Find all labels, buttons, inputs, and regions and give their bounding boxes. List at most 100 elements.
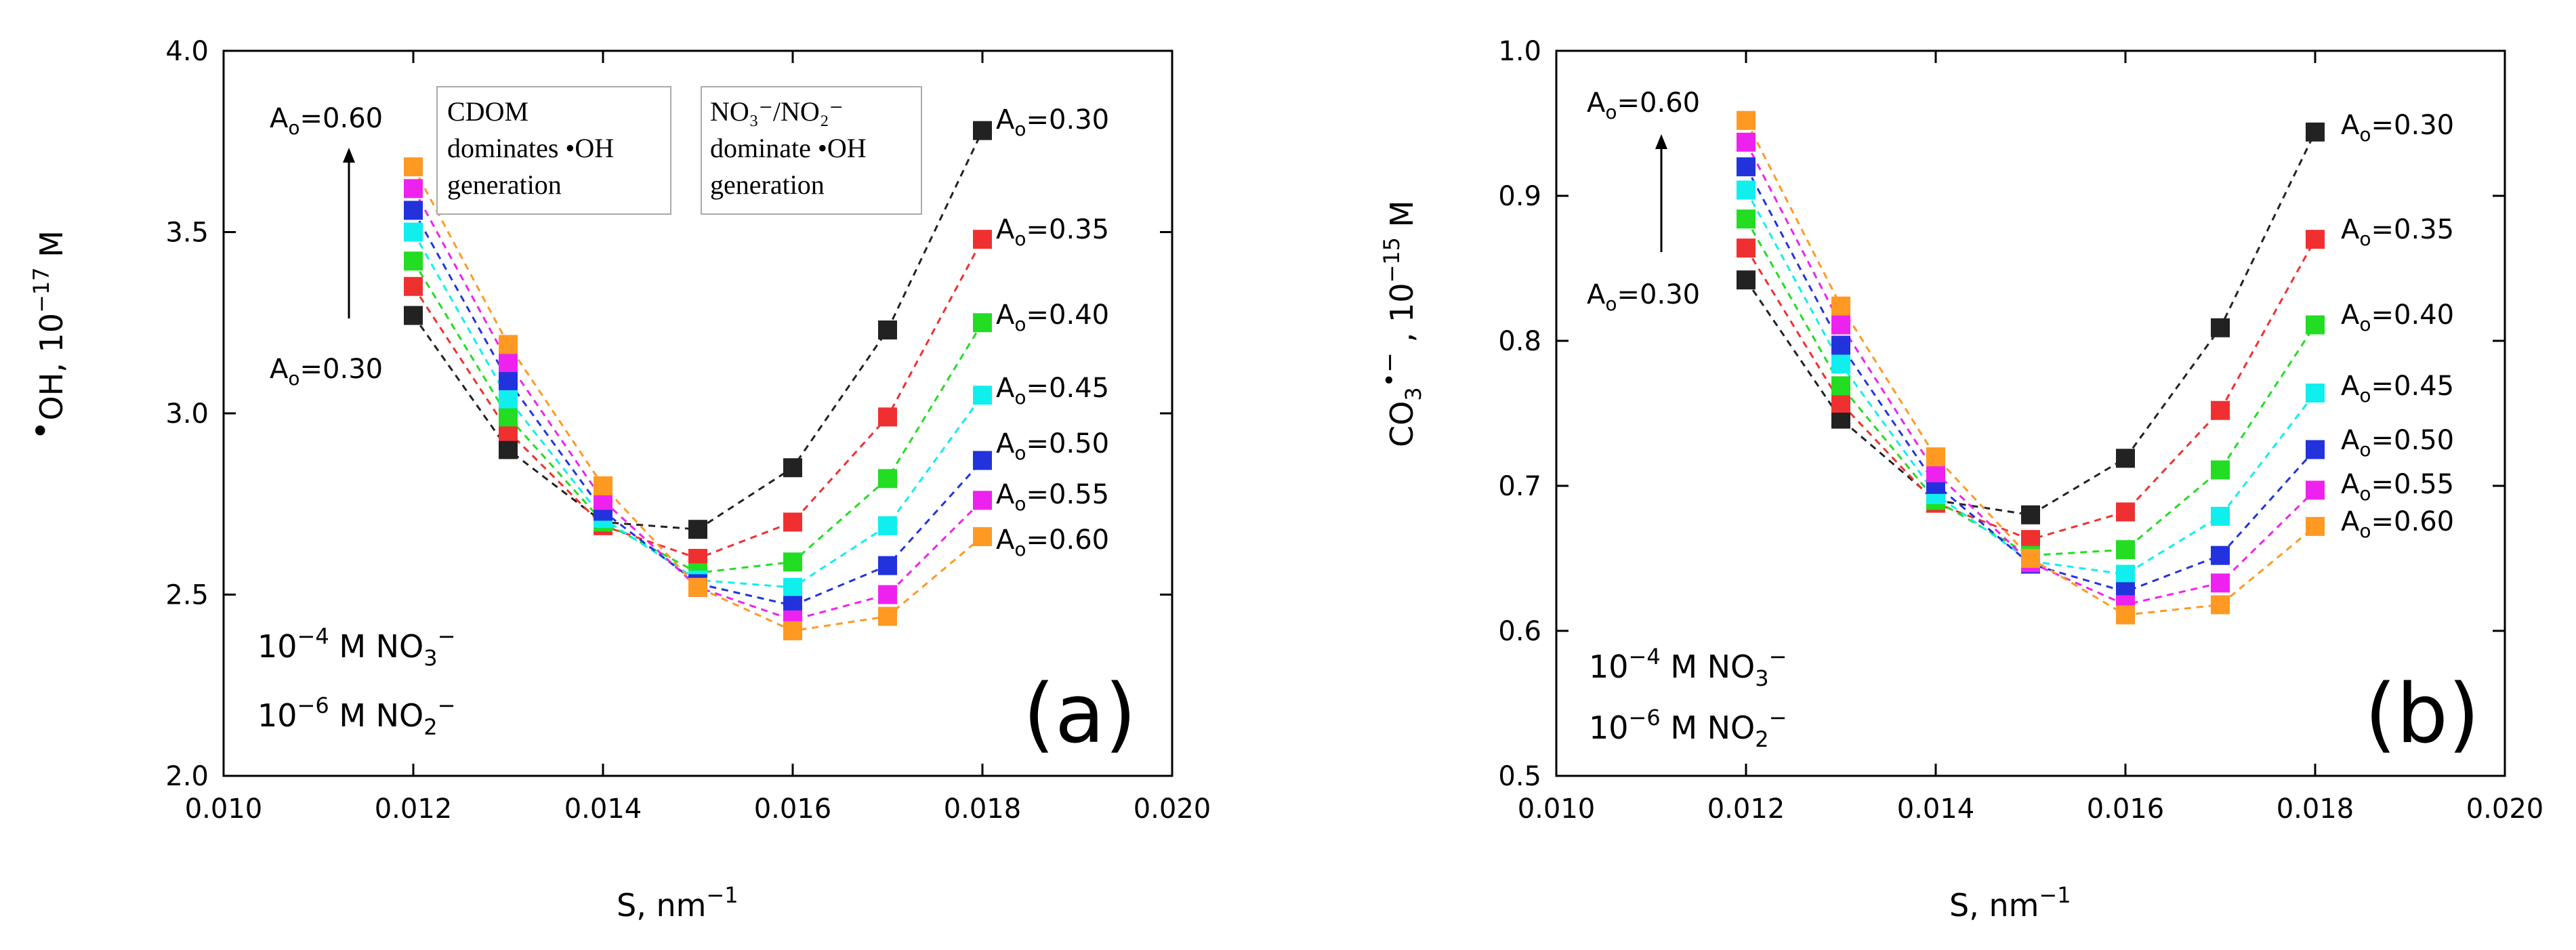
data-point <box>1831 376 1850 396</box>
y-tick-label: 0.7 <box>1498 471 1541 502</box>
x-tick-label: 0.014 <box>564 793 642 825</box>
data-point <box>2211 400 2230 420</box>
data-point <box>404 306 423 325</box>
data-point <box>878 556 897 575</box>
x-tick-label: 0.012 <box>1707 793 1785 825</box>
arrow-bottom-label-b: Ao=0.30 <box>1587 279 1700 315</box>
data-point <box>878 516 897 535</box>
data-point <box>783 577 802 597</box>
series-label: Ao=0.45 <box>996 373 1109 409</box>
data-point <box>1737 180 1756 200</box>
data-point <box>2306 440 2325 459</box>
nitrate-concentration-b: 10−4 M NO3− <box>1589 644 1787 691</box>
nitrate-nitrite-box <box>701 86 922 215</box>
series-label: Ao=0.45 <box>2341 371 2454 407</box>
series-label: Ao=0.50 <box>996 428 1109 464</box>
data-point <box>1831 335 1850 355</box>
data-point <box>973 491 992 510</box>
series-label: Ao=0.60 <box>996 524 1109 560</box>
data-point <box>783 621 802 640</box>
data-point <box>2211 318 2230 337</box>
data-point <box>1926 463 1945 482</box>
series-label: Ao=0.55 <box>996 479 1109 515</box>
data-point <box>2116 540 2135 560</box>
data-point <box>2306 230 2325 249</box>
cdom-box-text: CDOM dominates •OH generation <box>447 96 621 200</box>
series-labels-b: Ao=0.30 Ao=0.35 Ao=0.40 Ao=0.45 Ao=0.50 Ao=0.… <box>2341 110 2454 542</box>
data-point <box>2306 384 2325 403</box>
y-tick-label: 2.0 <box>165 761 209 792</box>
y-tick-label: 0.6 <box>1498 616 1541 647</box>
series-label: Ao=0.40 <box>996 300 1109 335</box>
data-point <box>973 121 992 140</box>
data-point <box>783 552 802 572</box>
series-label: Ao=0.50 <box>2341 425 2454 461</box>
axis-ticks-b: 0.010 0.012 0.014 0.016 0.018 0.020 0.5 0.6 0.7 0… <box>1498 36 2543 825</box>
series-label: Ao=0.30 <box>996 104 1109 140</box>
series-label: Ao=0.40 <box>2341 300 2454 335</box>
data-point <box>404 251 423 271</box>
data-point <box>1737 209 1756 229</box>
data-point <box>2116 605 2135 625</box>
data-point <box>1737 132 1756 152</box>
y-tick-label: 3.0 <box>165 398 209 430</box>
data-point <box>973 313 992 333</box>
nitrate-nitrite-box-text: NO₃⁻/NO₂⁻ dominate •OH generation <box>710 96 873 200</box>
series-labels-a: Ao=0.30 Ao=0.35 Ao=0.40 Ao=0.45 Ao=0.50 Ao=0.… <box>996 104 1109 560</box>
series-label: Ao=0.60 <box>2341 506 2454 542</box>
data-point <box>2211 460 2230 480</box>
data-point <box>878 407 897 427</box>
data-point <box>878 469 897 489</box>
data-point <box>973 386 992 405</box>
data-point <box>1831 354 1850 374</box>
data-point <box>1831 296 1850 316</box>
x-axis-title-b: S, nm−1 <box>1949 882 2071 924</box>
y-tick-label: 4.0 <box>165 36 209 67</box>
data-point <box>1737 110 1756 130</box>
y-tick-label: 0.5 <box>1498 761 1541 792</box>
y-tick-label: 0.8 <box>1498 326 1541 357</box>
panel-label-b: (b) <box>2365 667 2480 762</box>
y-axis-title-a: •OH, 10−17 M <box>22 230 70 440</box>
data-point <box>2116 449 2135 468</box>
y-tick-label: 2.5 <box>165 580 209 611</box>
axis-ticks-a: 0.010 0.012 0.014 0.016 0.018 0.020 2.0 2.5 3.0 3… <box>165 36 1211 825</box>
data-point <box>973 451 992 470</box>
data-point <box>404 276 423 296</box>
data-point <box>1831 409 1850 429</box>
data-point <box>783 512 802 532</box>
data-point <box>688 520 707 539</box>
data-point <box>2116 502 2135 522</box>
x-tick-label: 0.010 <box>1518 793 1596 825</box>
panel-a: 0.010 0.012 0.014 0.016 0.018 0.020 2.0 2.5 3.0 3… <box>22 36 1211 924</box>
data-point <box>404 201 423 220</box>
data-point <box>2021 505 2040 524</box>
data-point <box>499 353 518 373</box>
data-point <box>1831 315 1850 335</box>
x-tick-label: 0.018 <box>944 793 1022 825</box>
panel-label-a: (a) <box>1023 667 1136 762</box>
panel-b: 0.010 0.012 0.014 0.016 0.018 0.020 0.5 0.6 0.7 0… <box>1376 36 2543 924</box>
y-tick-label: 1.0 <box>1498 36 1541 67</box>
data-point <box>1737 239 1756 258</box>
data-point <box>2211 595 2230 615</box>
data-point <box>499 389 518 409</box>
data-point <box>878 606 897 626</box>
series-markers-b <box>1737 110 2325 625</box>
data-point <box>499 371 518 390</box>
data-point <box>2306 480 2325 500</box>
data-point <box>973 230 992 249</box>
arrow-head-a <box>343 148 355 163</box>
series-label: Ao=0.55 <box>2341 469 2454 505</box>
data-point <box>499 335 518 354</box>
data-point <box>499 440 518 459</box>
data-point <box>2021 549 2040 568</box>
series-markers-a <box>404 121 992 640</box>
data-point <box>594 476 612 495</box>
data-point <box>1926 447 1945 467</box>
data-point <box>2306 315 2325 335</box>
data-point <box>1737 270 1756 290</box>
data-point <box>404 157 423 177</box>
x-tick-label: 0.010 <box>185 793 263 825</box>
nitrite-concentration-b: 10−6 M NO2− <box>1589 705 1787 752</box>
